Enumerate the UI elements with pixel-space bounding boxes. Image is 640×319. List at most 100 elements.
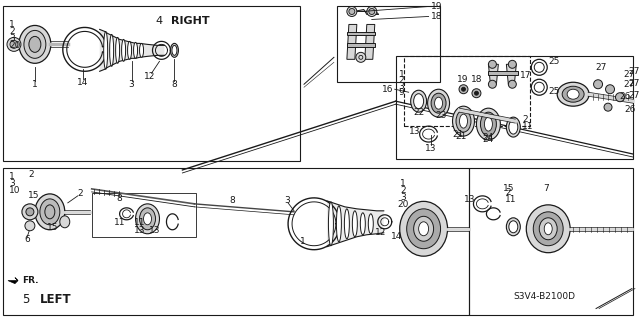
Circle shape <box>488 80 497 88</box>
Ellipse shape <box>509 120 518 134</box>
Text: 27: 27 <box>623 70 634 79</box>
Text: 12: 12 <box>144 72 156 81</box>
Bar <box>3 6 300 161</box>
Text: 2: 2 <box>9 27 15 36</box>
Ellipse shape <box>172 45 177 55</box>
Text: 26: 26 <box>624 105 636 114</box>
Text: 3: 3 <box>129 80 134 89</box>
Text: RIGHT: RIGHT <box>172 17 210 26</box>
Ellipse shape <box>533 212 563 246</box>
Circle shape <box>474 91 479 95</box>
Text: 15: 15 <box>28 191 40 200</box>
Polygon shape <box>488 71 518 75</box>
Circle shape <box>604 103 612 111</box>
Text: 1: 1 <box>400 179 406 189</box>
Bar <box>396 56 633 159</box>
Ellipse shape <box>143 213 152 225</box>
Text: 2: 2 <box>522 115 528 124</box>
Text: 12: 12 <box>375 228 387 237</box>
Ellipse shape <box>127 41 132 59</box>
Text: S3V4-B2100D: S3V4-B2100D <box>513 292 575 301</box>
Text: 22: 22 <box>413 108 424 117</box>
Text: 14: 14 <box>77 78 88 87</box>
Text: 11: 11 <box>134 218 145 227</box>
Circle shape <box>593 80 602 89</box>
Ellipse shape <box>104 31 108 69</box>
Ellipse shape <box>40 199 60 225</box>
Text: 1: 1 <box>399 70 404 79</box>
Ellipse shape <box>452 106 474 136</box>
Text: 17: 17 <box>520 71 532 80</box>
Ellipse shape <box>368 214 373 234</box>
Circle shape <box>356 52 366 62</box>
Polygon shape <box>347 25 357 59</box>
Polygon shape <box>100 29 164 71</box>
Text: 27: 27 <box>628 67 639 76</box>
Ellipse shape <box>567 89 579 99</box>
Ellipse shape <box>35 194 65 230</box>
Text: 9: 9 <box>399 88 404 97</box>
Polygon shape <box>347 33 375 35</box>
Text: FR.: FR. <box>22 276 38 285</box>
Text: 25: 25 <box>548 57 559 66</box>
Ellipse shape <box>481 112 497 136</box>
Text: 2: 2 <box>400 186 406 196</box>
Ellipse shape <box>140 43 143 57</box>
Circle shape <box>367 6 377 17</box>
Ellipse shape <box>506 218 520 236</box>
Ellipse shape <box>431 93 446 113</box>
Ellipse shape <box>540 218 557 240</box>
Text: 1: 1 <box>9 20 15 29</box>
Bar <box>3 168 470 315</box>
Ellipse shape <box>456 110 471 132</box>
Text: 21: 21 <box>456 131 467 141</box>
Ellipse shape <box>460 114 467 128</box>
Ellipse shape <box>484 117 492 131</box>
Text: 19: 19 <box>431 2 442 11</box>
Circle shape <box>7 37 21 51</box>
Ellipse shape <box>122 39 125 61</box>
Text: 18: 18 <box>470 75 482 84</box>
Ellipse shape <box>562 86 584 102</box>
Ellipse shape <box>413 216 433 241</box>
Ellipse shape <box>406 209 440 249</box>
Text: 20: 20 <box>397 200 408 209</box>
Text: 27: 27 <box>628 79 639 88</box>
Text: 5: 5 <box>22 293 30 306</box>
Text: 1: 1 <box>32 80 38 89</box>
Ellipse shape <box>170 43 179 57</box>
Polygon shape <box>327 201 384 247</box>
Circle shape <box>488 60 497 68</box>
Ellipse shape <box>526 205 570 253</box>
Bar <box>404 56 531 126</box>
Text: 4: 4 <box>156 17 163 26</box>
Ellipse shape <box>506 117 520 137</box>
Ellipse shape <box>419 222 429 236</box>
Polygon shape <box>488 64 499 84</box>
Text: 27: 27 <box>628 91 639 100</box>
Text: 13: 13 <box>409 127 420 136</box>
Circle shape <box>461 87 465 91</box>
Text: 11: 11 <box>114 218 125 227</box>
Text: 13: 13 <box>148 226 160 235</box>
Circle shape <box>605 85 614 94</box>
Text: 3: 3 <box>9 179 15 189</box>
Ellipse shape <box>109 34 114 66</box>
Bar <box>92 193 196 237</box>
Ellipse shape <box>353 211 357 237</box>
Ellipse shape <box>116 37 120 63</box>
Polygon shape <box>354 10 379 14</box>
Ellipse shape <box>476 108 500 140</box>
Text: 3: 3 <box>400 193 406 202</box>
Text: 13: 13 <box>134 226 145 235</box>
Ellipse shape <box>428 89 449 117</box>
Ellipse shape <box>509 221 518 233</box>
Text: 25: 25 <box>548 87 559 96</box>
Polygon shape <box>8 278 18 284</box>
Text: 24: 24 <box>483 135 494 144</box>
Text: 2: 2 <box>28 170 33 180</box>
Polygon shape <box>506 64 516 84</box>
Circle shape <box>25 221 35 231</box>
Text: 11: 11 <box>522 122 534 130</box>
Ellipse shape <box>544 223 552 235</box>
